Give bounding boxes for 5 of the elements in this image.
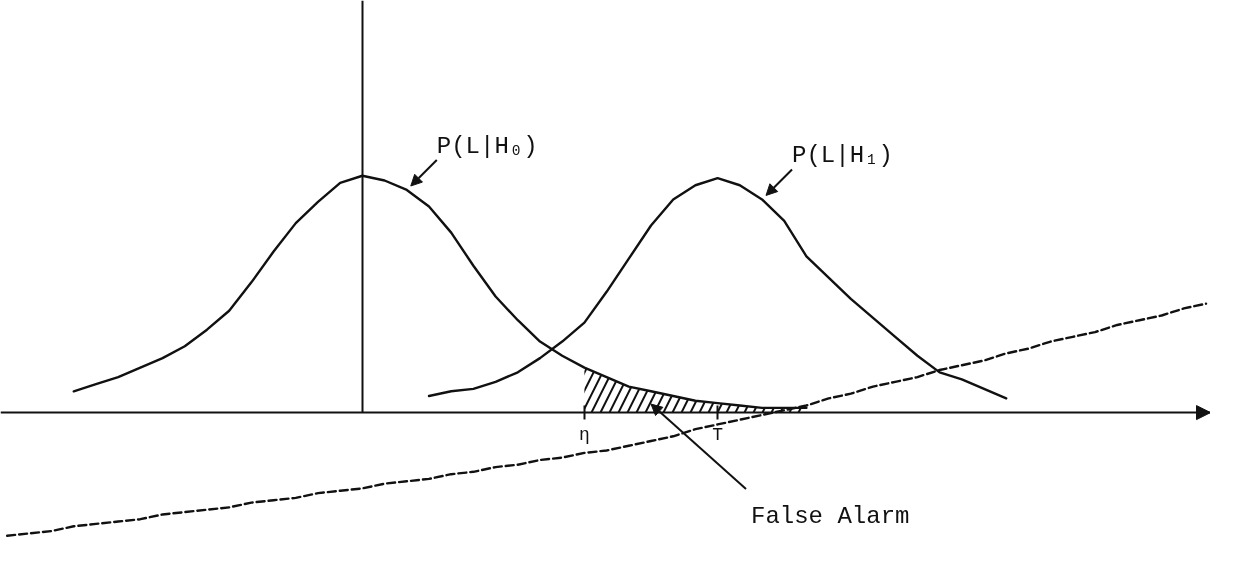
series-label: P(L|H₁)	[792, 142, 893, 170]
series-label: P(L|H₀)	[436, 132, 538, 160]
x-tick-label: T	[712, 424, 724, 445]
x-tick-label: η	[579, 424, 590, 445]
text: False Alarm	[751, 502, 910, 530]
